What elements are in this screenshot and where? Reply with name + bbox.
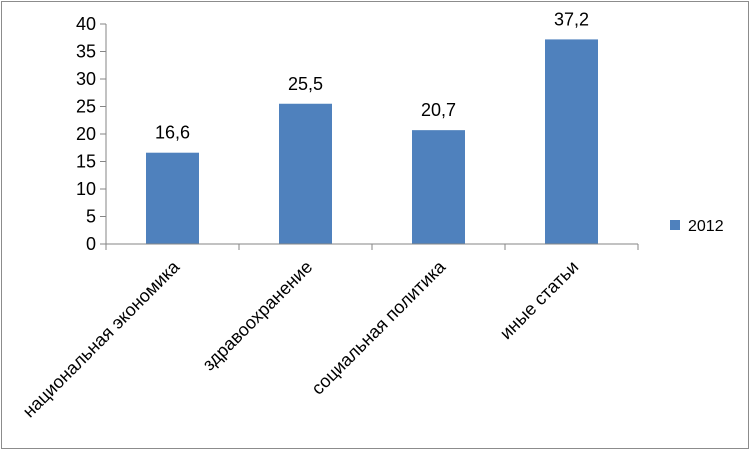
x-category-label: национальная экономика: [19, 256, 184, 421]
y-tick-label: 10: [76, 179, 96, 199]
y-tick-label: 30: [76, 69, 96, 89]
y-tick-label: 15: [76, 152, 96, 172]
y-tick-label: 25: [76, 97, 96, 117]
legend-label-2012: 2012: [688, 218, 724, 235]
bar[interactable]: [146, 152, 199, 244]
data-label: 37,2: [554, 9, 589, 29]
legend[interactable]: 2012: [670, 218, 724, 235]
legend-swatch-2012: [670, 220, 680, 230]
y-tick-label: 40: [76, 14, 96, 34]
x-axis-categories: национальная экономика здравоохранениесоц…: [19, 256, 583, 421]
axes: [105, 24, 639, 250]
y-axis: 0 5 10 15 20 25 30 35 40: [76, 14, 106, 254]
y-tick-label: 5: [86, 207, 96, 227]
bar[interactable]: [279, 103, 332, 244]
data-labels: 16,6 25,5 20,7 37,2: [155, 9, 589, 142]
x-category-label: социальная политика: [307, 256, 450, 399]
y-tick-label: 35: [76, 42, 96, 62]
y-tick-label: 20: [76, 124, 96, 144]
bar-series: [146, 39, 598, 245]
x-category-label: иные статьи: [496, 257, 582, 343]
data-label: 25,5: [288, 74, 323, 94]
bar[interactable]: [545, 39, 598, 245]
x-category-label: здравоохранение: [199, 257, 317, 375]
data-label: 20,7: [421, 100, 456, 120]
y-tick-label: 0: [86, 234, 96, 254]
data-label: 16,6: [155, 123, 190, 143]
bar[interactable]: [412, 130, 465, 244]
